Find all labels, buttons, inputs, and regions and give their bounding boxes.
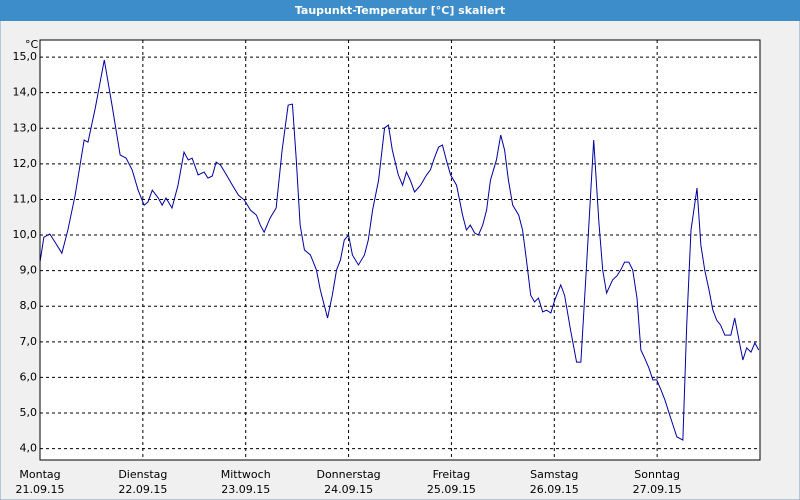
x-tick-label: Donnerstag <box>316 468 380 481</box>
x-tick-label: 25.09.15 <box>427 483 476 496</box>
x-tick-label: Mittwoch <box>221 468 271 481</box>
x-tick-label: 22.09.15 <box>118 483 167 496</box>
y-tick-label: 12,0 <box>13 157 38 170</box>
y-tick-label: 8,0 <box>20 299 38 312</box>
title-bar <box>0 0 800 21</box>
y-tick-label: 11,0 <box>13 192 38 205</box>
x-tick-label: Sonntag <box>634 468 680 481</box>
x-tick-label: 24.09.15 <box>324 483 373 496</box>
y-tick-label: 6,0 <box>20 370 38 383</box>
plot-border <box>39 39 761 461</box>
x-tick-label: 27.09.15 <box>633 483 682 496</box>
x-tick-label: 21.09.15 <box>16 483 65 496</box>
x-tick-label: Freitag <box>433 468 471 481</box>
x-tick-label: 26.09.15 <box>530 483 579 496</box>
x-tick-label: Samstag <box>530 468 578 481</box>
y-tick-label: 10,0 <box>13 228 38 241</box>
y-tick-label: 5,0 <box>20 406 38 419</box>
x-tick-label: 23.09.15 <box>221 483 270 496</box>
x-tick-label: Dienstag <box>118 468 167 481</box>
chart-title: Taupunkt-Temperatur [°C] skaliert <box>295 4 505 17</box>
y-tick-label: 4,0 <box>20 442 38 455</box>
x-tick-label: Montag <box>19 468 60 481</box>
y-tick-label: 13,0 <box>13 121 38 134</box>
y-tick-label: 7,0 <box>20 335 38 348</box>
y-unit: °C <box>25 38 39 51</box>
y-tick-label: 15,0 <box>13 50 38 63</box>
y-tick-label: 9,0 <box>20 264 38 277</box>
y-tick-label: 14,0 <box>13 86 38 99</box>
data-line <box>39 59 760 441</box>
plot-area <box>40 40 760 460</box>
